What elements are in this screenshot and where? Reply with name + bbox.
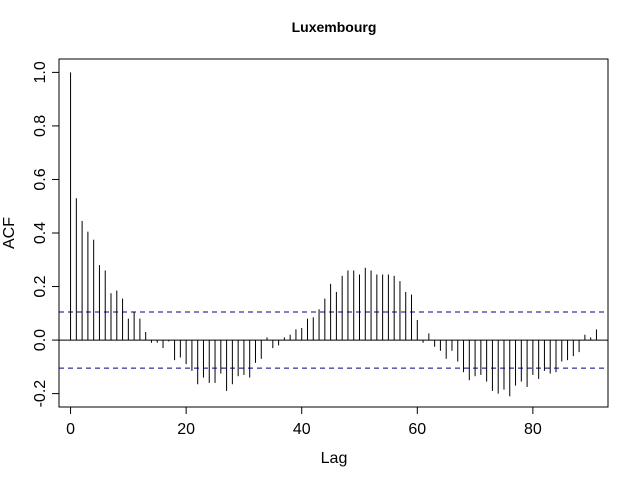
x-tick-label: 20 [177,421,195,438]
plot-frame [58,58,609,408]
y-tick-label: 0.8 [32,115,49,137]
y-tick-label: -0.2 [32,380,49,408]
y-axis: -0.2 0.0 0.2 0.4 0.6 0.8 1.0 [32,61,60,408]
x-axis-label: Lag [321,450,348,467]
x-tick-label: 80 [524,421,542,438]
x-tick-label: 60 [408,421,426,438]
acf-bars [70,72,597,397]
x-tick-label: 40 [293,421,311,438]
y-tick-label: 0.2 [32,275,49,297]
confidence-bounds [59,311,608,369]
y-tick-label: 0.0 [32,329,49,351]
y-tick-label: 1.0 [32,61,49,83]
chart-title: Luxembourg [292,19,377,35]
x-axis: 0 20 40 60 80 [66,406,542,438]
x-tick-label: 0 [66,421,75,438]
y-axis-label: ACF [1,217,18,249]
y-tick-label: 0.4 [32,222,49,244]
y-tick-label: 0.6 [32,168,49,190]
